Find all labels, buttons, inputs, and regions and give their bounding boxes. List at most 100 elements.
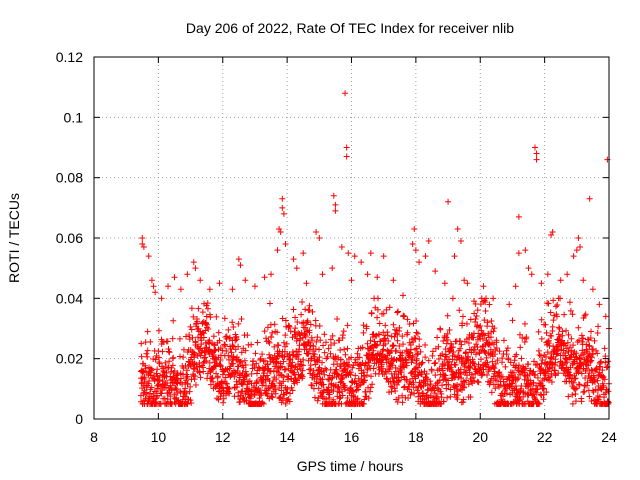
data-point [467, 375, 474, 382]
data-point [248, 370, 255, 377]
data-point [288, 384, 295, 391]
data-point [566, 344, 573, 351]
data-point [581, 388, 588, 395]
data-point [500, 337, 507, 344]
data-point [164, 379, 171, 386]
data-point [247, 395, 254, 402]
data-point [379, 365, 386, 372]
data-point [233, 336, 240, 343]
data-point [477, 365, 484, 372]
data-point [152, 289, 159, 296]
data-point [471, 310, 478, 317]
data-point [431, 360, 438, 367]
data-point [147, 338, 154, 345]
data-point [447, 386, 454, 393]
data-point [477, 356, 484, 363]
data-point [580, 335, 587, 342]
data-point [313, 338, 320, 345]
data-point [330, 192, 337, 199]
data-point [260, 400, 267, 407]
data-point [202, 339, 209, 346]
data-point [415, 364, 422, 371]
data-point [376, 320, 383, 327]
data-point [152, 356, 159, 363]
data-point [461, 384, 468, 391]
data-point [286, 323, 293, 330]
data-point [586, 370, 593, 377]
data-point [508, 383, 515, 390]
data-point [206, 286, 213, 293]
data-point [230, 324, 237, 331]
data-point [169, 335, 176, 342]
data-point [336, 395, 343, 402]
data-point [554, 301, 561, 308]
data-point [472, 351, 479, 358]
data-point [239, 388, 246, 395]
data-point [400, 292, 406, 299]
data-point [400, 341, 407, 348]
data-point [443, 334, 450, 341]
data-point [418, 360, 425, 367]
data-point [202, 354, 209, 361]
data-point [167, 393, 174, 400]
data-point [217, 363, 224, 370]
data-point [313, 228, 320, 235]
data-point [216, 280, 223, 287]
data-point [192, 265, 199, 272]
data-point [189, 334, 196, 341]
data-point [450, 371, 457, 378]
data-point [319, 359, 326, 366]
data-point [206, 337, 213, 344]
data-point [242, 361, 249, 368]
data-point [441, 280, 448, 287]
data-point [475, 361, 482, 368]
data-point [337, 346, 344, 353]
data-point [343, 153, 350, 160]
data-point [327, 336, 334, 343]
data-point [388, 388, 395, 395]
data-point [437, 326, 444, 333]
data-point [571, 375, 578, 382]
data-point [144, 353, 151, 360]
data-point [263, 335, 270, 342]
data-point [459, 322, 466, 329]
data-point [341, 346, 348, 353]
y-tick-label: 0 [75, 411, 83, 427]
data-point [457, 345, 464, 352]
data-point [193, 364, 200, 371]
data-point [209, 374, 216, 381]
data-point [285, 324, 292, 331]
data-point [466, 364, 473, 371]
data-point [547, 309, 554, 316]
data-point [483, 295, 490, 302]
data-point [279, 195, 286, 202]
data-point [452, 361, 459, 368]
data-point [332, 207, 339, 214]
data-point [594, 329, 601, 336]
data-point [545, 300, 552, 307]
data-point [420, 377, 427, 384]
data-point [266, 300, 273, 307]
data-point [197, 352, 204, 359]
data-point [442, 351, 449, 358]
data-point [354, 386, 361, 393]
data-point [192, 382, 199, 389]
data-point [363, 323, 370, 330]
data-point [586, 195, 593, 202]
data-point [139, 369, 146, 376]
data-point [518, 355, 525, 362]
data-point [226, 385, 233, 392]
data-point [542, 353, 549, 360]
data-point [588, 328, 595, 335]
data-point [200, 364, 207, 371]
data-point [562, 352, 569, 359]
data-point [587, 335, 594, 342]
data-point [213, 360, 220, 367]
data-point [519, 335, 526, 342]
data-point [413, 329, 420, 336]
data-point [444, 394, 451, 401]
data-point [539, 356, 546, 363]
data-point [458, 341, 465, 348]
data-point [292, 314, 299, 321]
data-point [342, 90, 349, 97]
